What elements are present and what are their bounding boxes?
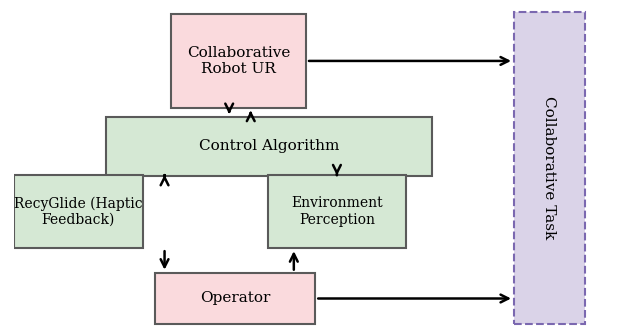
Text: RecyGlide (Haptic
Feedback): RecyGlide (Haptic Feedback) <box>14 196 142 227</box>
FancyBboxPatch shape <box>156 272 316 325</box>
Text: Control Algorithm: Control Algorithm <box>199 139 340 153</box>
Text: Collaborative Task: Collaborative Task <box>542 96 556 240</box>
FancyBboxPatch shape <box>268 175 406 248</box>
Text: Operator: Operator <box>200 292 270 305</box>
Text: Environment
Perception: Environment Perception <box>291 197 382 226</box>
FancyBboxPatch shape <box>514 12 585 324</box>
FancyBboxPatch shape <box>171 14 306 108</box>
FancyBboxPatch shape <box>106 117 432 175</box>
FancyBboxPatch shape <box>14 175 143 248</box>
Text: Collaborative
Robot UR: Collaborative Robot UR <box>186 46 290 76</box>
